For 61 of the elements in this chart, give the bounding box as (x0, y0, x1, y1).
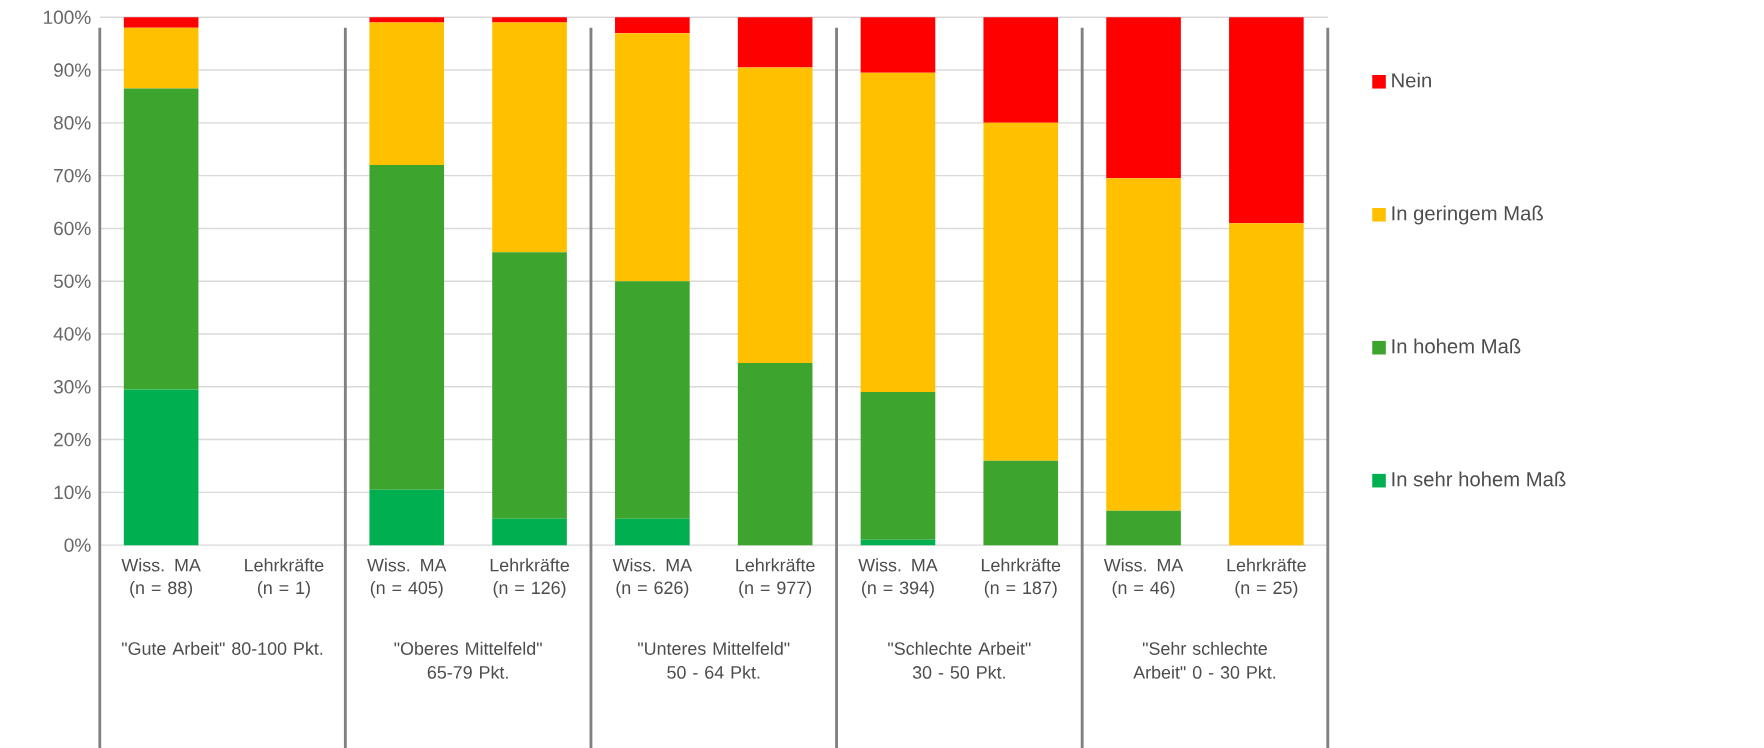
bar (492, 252, 567, 519)
bar (983, 460, 1059, 546)
text: "Schlechte Arbeit" 30 - 50 Pkt. (888, 641, 1031, 679)
bar (737, 67, 813, 364)
bar (369, 17, 445, 23)
bar (369, 489, 445, 546)
bar (615, 33, 690, 282)
text: "Gute Arbeit" 80-100 Pkt. (122, 641, 323, 655)
bar (123, 88, 199, 390)
bar (369, 165, 445, 490)
y-tick-label: 40% (53, 327, 91, 341)
legend-label: In geringem Maß (1392, 205, 1543, 225)
bar (1106, 510, 1181, 546)
bar (492, 17, 567, 23)
x-tick-label: Wiss. MA (n = 626) (612, 558, 693, 598)
bar (369, 22, 445, 166)
bar (123, 27, 199, 89)
bar (615, 518, 690, 546)
legend-label: In hohem Maß (1392, 338, 1521, 354)
y-tick-label: 100% (43, 10, 91, 25)
y-tick-label: 70% (54, 168, 91, 183)
x-tick-label: Wiss. MA (n = 46) (1103, 558, 1184, 598)
bar (492, 22, 567, 253)
text: "Sehr schlechte Arbeit" 0 - 30 Pkt. (1133, 641, 1276, 679)
bar (1229, 17, 1304, 224)
bar (1106, 178, 1181, 511)
x-tick-label: Lehrkräfte (n = 126) (490, 558, 570, 598)
legend-label: In sehr hohem Maß (1392, 471, 1566, 487)
y-tick-label: 90% (54, 63, 91, 77)
y-tick-label: 50% (53, 274, 91, 288)
x-tick-label: Lehrkräfte (n = 187) (981, 558, 1061, 598)
y-tick-label: 10% (54, 485, 91, 500)
legend-label: Nein (1392, 72, 1431, 88)
bar (983, 17, 1059, 123)
text: "Unteres Mittelfeld" 50 - 64 Pkt. (638, 641, 790, 679)
bar (737, 17, 813, 68)
bar (860, 539, 936, 546)
y-tick-label: 0% (64, 538, 91, 552)
bar (737, 363, 813, 546)
x-tick-label: Lehrkräfte (n = 1) (245, 558, 324, 598)
bar (123, 389, 199, 546)
y-tick-label: 80% (53, 116, 91, 130)
bar (860, 17, 936, 73)
x-tick-label: Lehrkräfte (n = 25) (1227, 558, 1306, 598)
x-tick-label: Wiss. MA (n = 405) (367, 558, 447, 598)
bar (983, 122, 1059, 461)
bar (1106, 17, 1181, 179)
bar (1229, 223, 1304, 546)
bar (860, 72, 936, 393)
bar (615, 17, 690, 34)
x-tick-label: Wiss. MA (n = 394) (858, 558, 938, 598)
y-tick-label: 20% (54, 432, 91, 447)
bar (123, 17, 199, 28)
y-tick-label: 60% (54, 221, 91, 236)
bar (492, 518, 567, 546)
y-tick-label: 30% (53, 380, 91, 394)
bar (615, 281, 690, 519)
text: "Oberes Mittelfeld" 65-79 Pkt. (394, 641, 542, 679)
x-tick-label: Lehrkräfte (n = 977) (736, 558, 815, 598)
bar (860, 392, 936, 540)
x-tick-label: Wiss. MA (n = 88) (121, 558, 201, 598)
